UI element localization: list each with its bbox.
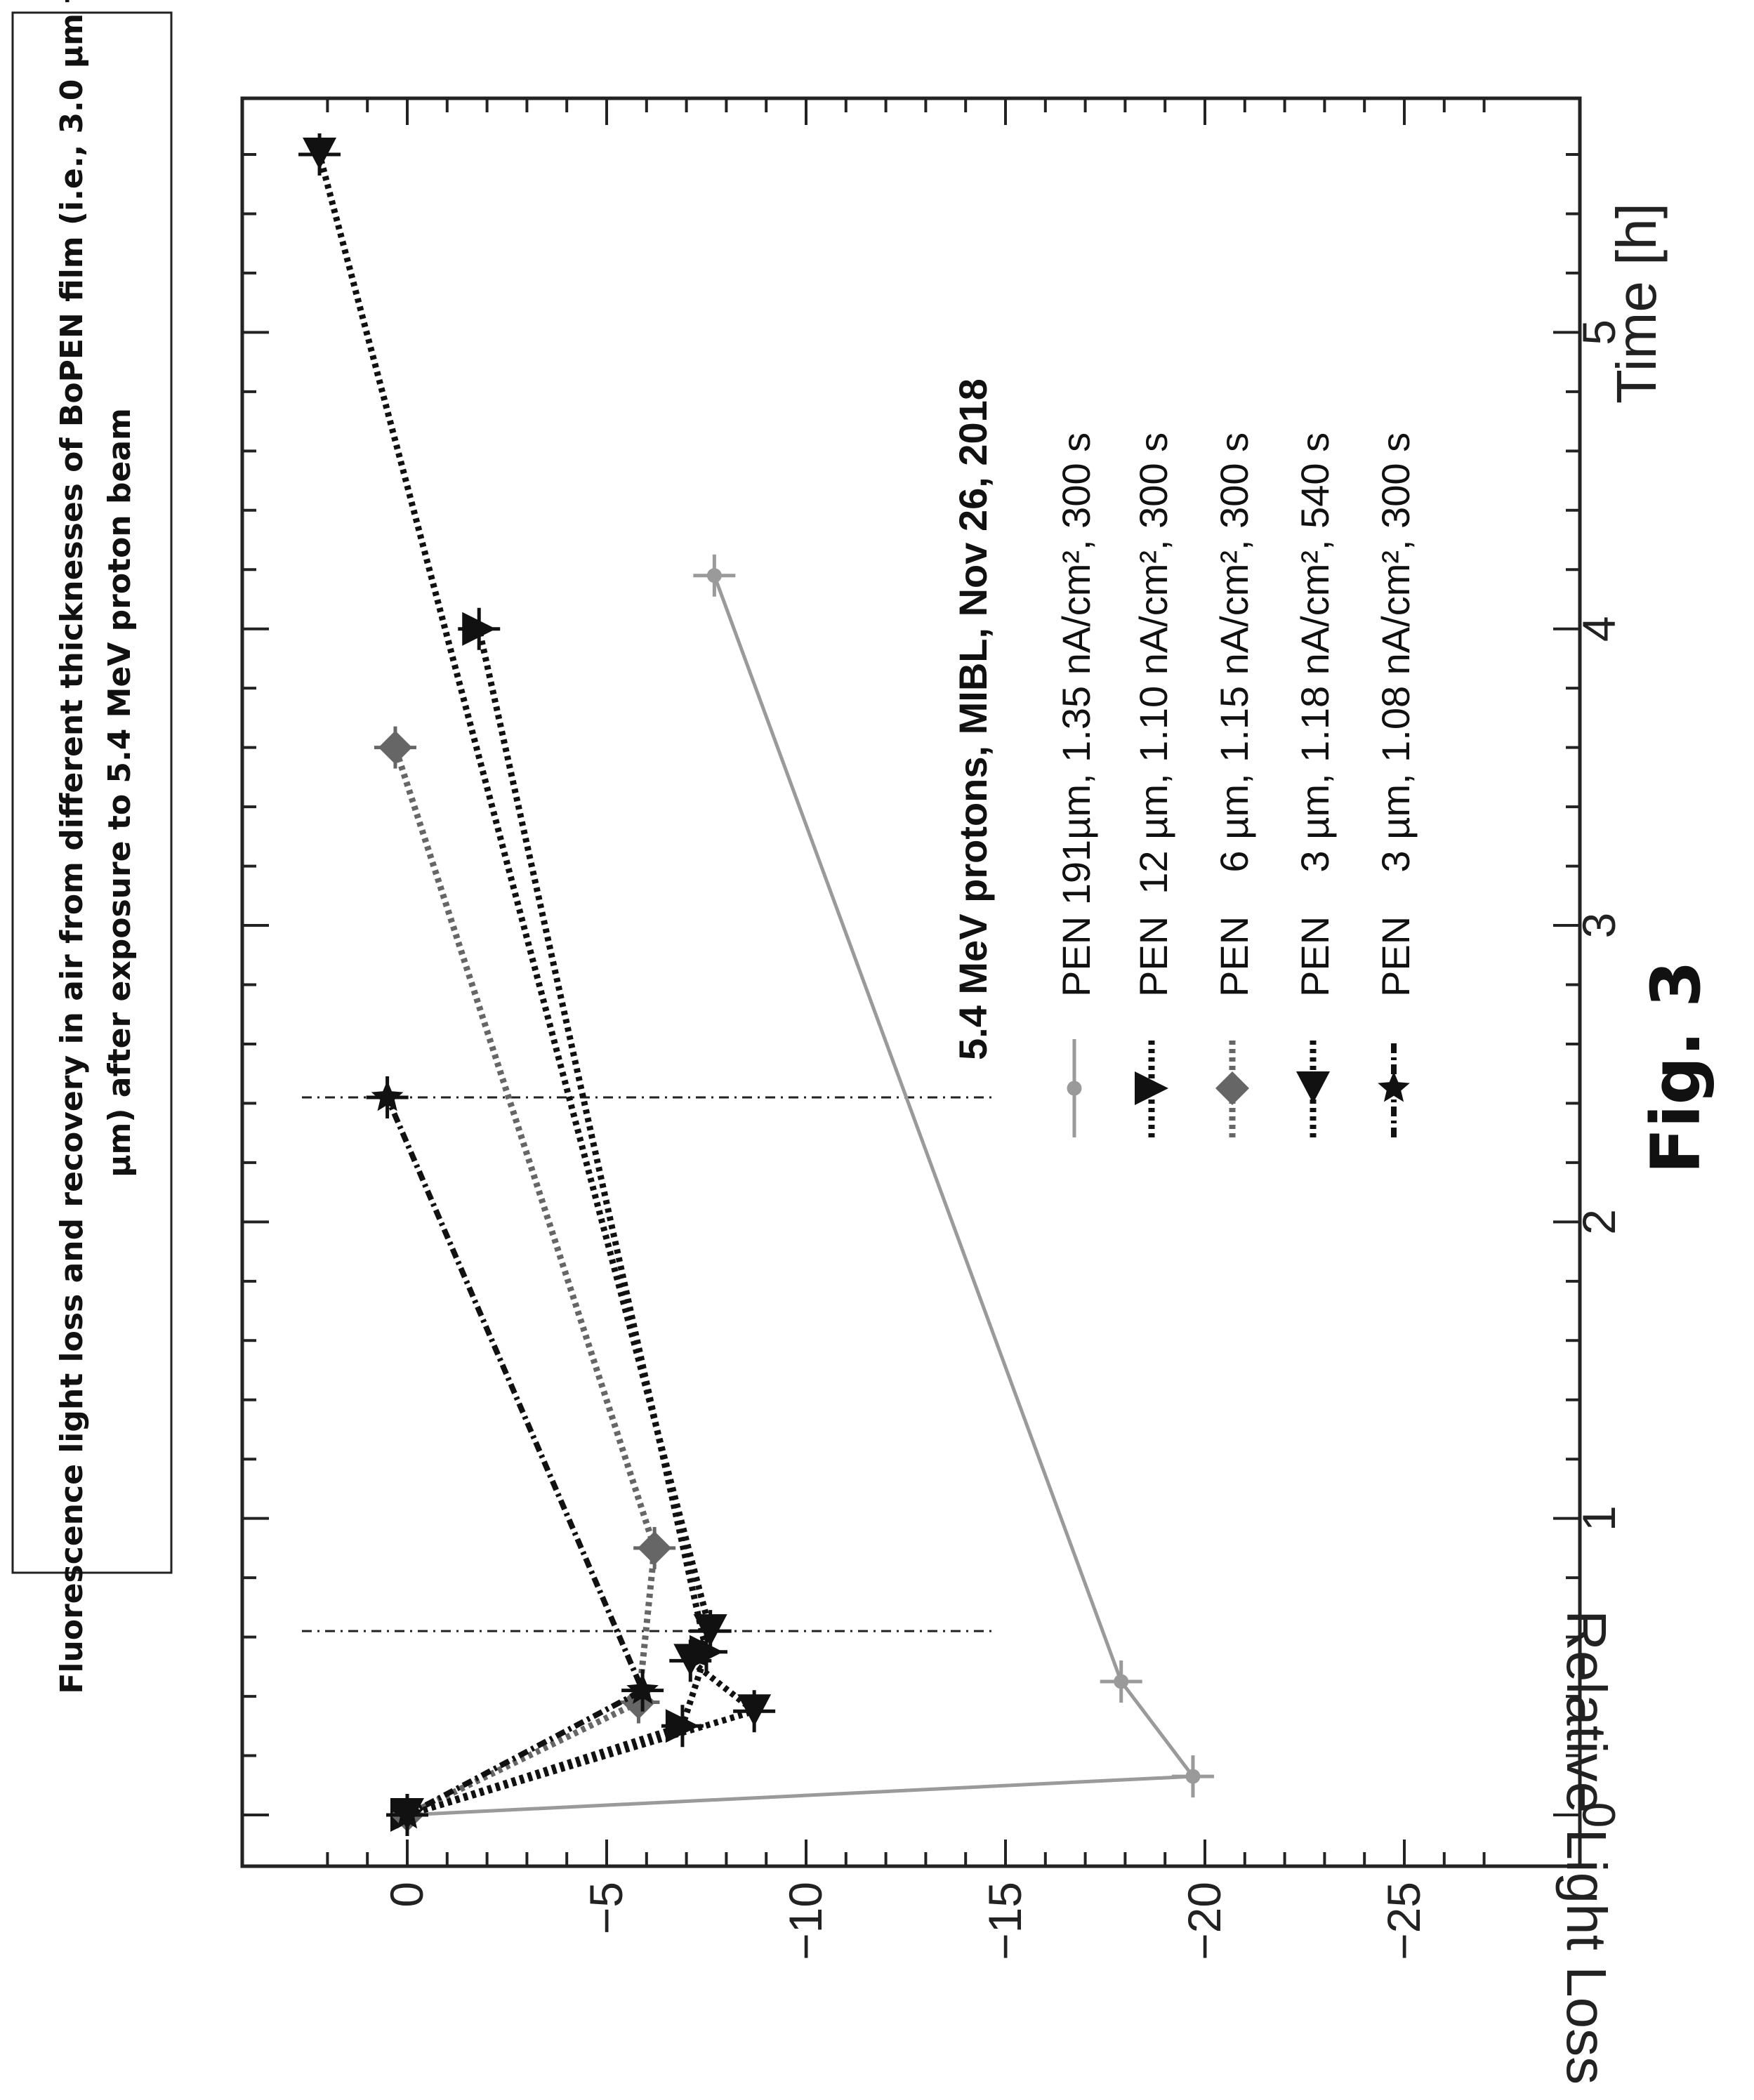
marker-star xyxy=(371,1080,404,1111)
x-tick-label-group: 5 xyxy=(1573,319,1625,345)
x-tick-label: 2 xyxy=(1573,1209,1625,1235)
x-tick-label-group: 0 xyxy=(1573,1802,1625,1828)
legend-entry-group: PEN 12 µm, 1.10 nA/cm², 300 s xyxy=(1131,432,1175,997)
caption-box xyxy=(11,11,173,1574)
y-tick-label-group: −10 xyxy=(779,1882,831,1960)
marker-triangle-down xyxy=(1296,1071,1330,1104)
legend-label: PEN 6 µm, 1.15 nA/cm², 300 s xyxy=(1212,432,1256,997)
marker-circle xyxy=(706,568,722,583)
x-tick-label: 1 xyxy=(1573,1505,1625,1531)
y-tick-label: 0 xyxy=(381,1882,433,1908)
caption-group: Fluorescence light loss and recovery in … xyxy=(54,0,138,1694)
marker-triangle-up xyxy=(1135,1071,1168,1105)
marker-triangle-down xyxy=(737,1694,772,1726)
y-tick-label-group: −25 xyxy=(1378,1882,1430,1960)
series-line xyxy=(316,153,761,1818)
series-line xyxy=(384,1096,647,1818)
x-tick-label-group: 1 xyxy=(1573,1505,1625,1531)
marker-triangle-up xyxy=(462,612,496,646)
x-axis-label: Time [h] xyxy=(1605,203,1668,404)
marker-circle xyxy=(1067,1081,1082,1096)
series-group xyxy=(298,133,1214,1836)
marker-circle xyxy=(1185,1769,1201,1784)
y-tick-label: −20 xyxy=(1178,1882,1230,1960)
marker-star xyxy=(626,1673,659,1705)
marker-diamond xyxy=(638,1531,672,1565)
x-axis-label-group: Time [h] xyxy=(1605,203,1668,404)
series-line xyxy=(407,574,1196,1817)
series-2 xyxy=(386,607,727,1836)
legend-entry-group: PEN 6 µm, 1.15 nA/cm², 300 s xyxy=(1212,432,1256,997)
figure-label: Fig. 3 xyxy=(1637,960,1715,1174)
marker-triangle-down xyxy=(673,1644,708,1676)
series-3 xyxy=(374,726,676,1836)
y-tick-label: −5 xyxy=(580,1882,632,1934)
marker-circle xyxy=(1114,1674,1129,1689)
series-line xyxy=(392,746,658,1818)
y-tick-label-group: −20 xyxy=(1178,1882,1230,1960)
legend-label: PEN 3 µm, 1.08 nA/cm², 300 s xyxy=(1373,432,1418,997)
legend-label: PEN 3 µm, 1.18 nA/cm², 540 s xyxy=(1293,432,1337,997)
series-5 xyxy=(366,1076,664,1836)
caption-line-1: Fluorescence light loss and recovery in … xyxy=(54,0,90,1694)
plot-frame xyxy=(240,96,1582,1868)
marker-star xyxy=(391,1798,423,1829)
figure-label-group: Fig. 3 xyxy=(1637,960,1715,1174)
legend-label: PEN 12 µm, 1.10 nA/cm², 300 s xyxy=(1131,432,1175,997)
y-tick-label: −25 xyxy=(1378,1882,1430,1960)
x-tick-label-group: 3 xyxy=(1573,913,1625,939)
y-tick-label-group: −15 xyxy=(979,1882,1031,1960)
marker-triangle-down xyxy=(693,1614,727,1646)
legend-entry-group: PEN 3 µm, 1.08 nA/cm², 300 s xyxy=(1373,432,1418,997)
x-tick-label-group: 2 xyxy=(1573,1209,1625,1235)
caption-line-2: µm) after exposure to 5.4 MeV proton bea… xyxy=(102,408,138,1177)
marker-triangle-down xyxy=(303,138,337,170)
y-tick-label: −15 xyxy=(979,1882,1031,1960)
y-tick-label: −10 xyxy=(779,1882,831,1960)
y-axis-label: Relative Light Loss [%] xyxy=(1555,1610,1618,2100)
y-axis-label-group: Relative Light Loss [%] xyxy=(1555,1610,1618,2100)
legend-label: PEN 191µm, 1.35 nA/cm², 300 s xyxy=(1054,432,1098,997)
y-tick-label-group: 0 xyxy=(381,1882,433,1908)
axis-ticks: 0 1 2 3 4 5 0 −5 −10 −15 −20 −25 xyxy=(242,98,1625,1960)
legend: 5.4 MeV protons, MIBL, Nov 26, 2018 PEN 1… xyxy=(951,378,1418,1137)
marker-star xyxy=(1378,1071,1410,1102)
series-line xyxy=(406,628,710,1818)
legend-entry-group: PEN 3 µm, 1.18 nA/cm², 540 s xyxy=(1293,432,1337,997)
reference-lines xyxy=(302,1096,997,1632)
x-tick-label: 3 xyxy=(1573,913,1625,939)
x-tick-label: 0 xyxy=(1573,1802,1625,1828)
x-tick-label: 4 xyxy=(1573,616,1625,642)
x-tick-label: 5 xyxy=(1573,319,1625,345)
marker-diamond xyxy=(1215,1071,1249,1105)
series-4 xyxy=(298,133,776,1836)
legend-title: 5.4 MeV protons, MIBL, Nov 26, 2018 xyxy=(951,378,995,1060)
x-tick-label-group: 4 xyxy=(1573,616,1625,642)
legend-entry-group: PEN 191µm, 1.35 nA/cm², 300 s xyxy=(1054,432,1098,997)
marker-diamond xyxy=(378,730,412,765)
legend-title-group: 5.4 MeV protons, MIBL, Nov 26, 2018 xyxy=(951,378,995,1060)
y-tick-label-group: −5 xyxy=(580,1882,632,1934)
